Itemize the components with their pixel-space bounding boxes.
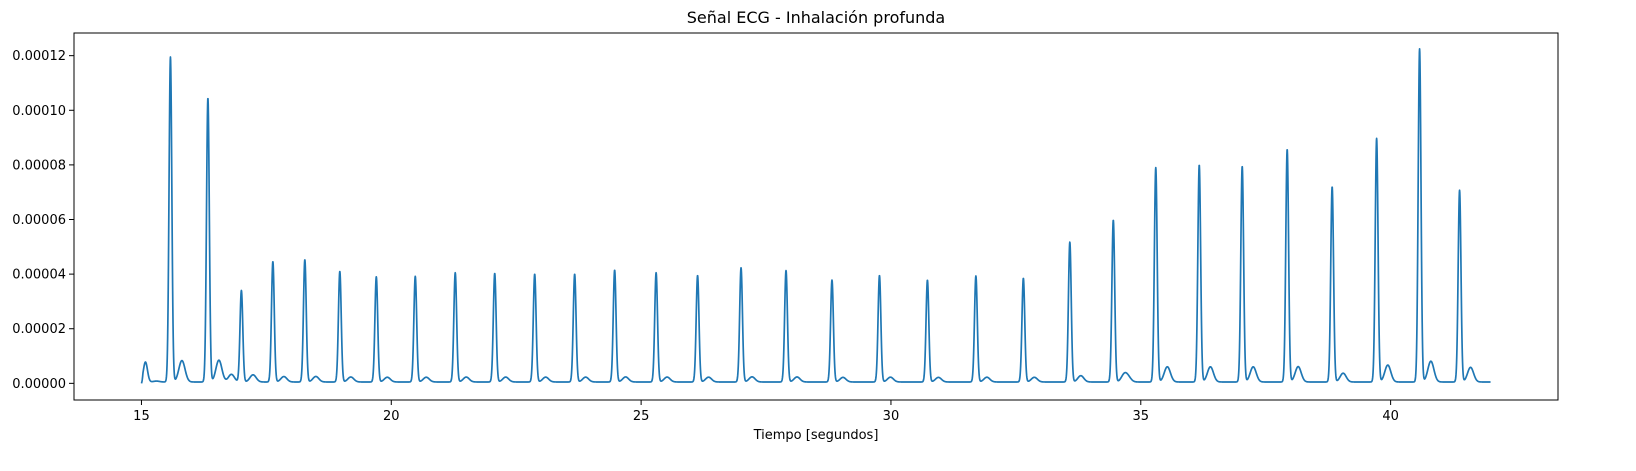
y-tick-label: 0.00006 xyxy=(12,213,66,228)
ecg-series-line xyxy=(140,47,1492,384)
plot-frame xyxy=(73,32,1559,401)
x-tick-label: 25 xyxy=(633,409,650,424)
x-axis: 15 20 25 30 35 40 xyxy=(133,400,1399,424)
x-axis-label: Tiempo [segundos] xyxy=(753,428,879,443)
y-tick-label: 0.00004 xyxy=(12,268,66,283)
y-tick-label: 0.00008 xyxy=(12,158,66,173)
chart-title: Señal ECG - Inhalación profunda xyxy=(687,8,945,27)
y-tick-label: 0.00012 xyxy=(12,49,66,64)
y-tick-label: 0.00002 xyxy=(12,322,66,337)
x-tick-label: 15 xyxy=(133,409,150,424)
x-tick-label: 20 xyxy=(383,409,400,424)
x-tick-label: 40 xyxy=(1382,409,1399,424)
y-axis: 0.00000 0.00002 0.00004 0.00006 0.00008 0.000… xyxy=(12,49,74,392)
y-tick-label: 0.00010 xyxy=(12,104,66,119)
plot-area xyxy=(140,47,1492,384)
x-tick-label: 30 xyxy=(883,409,900,424)
y-tick-label: 0.00000 xyxy=(12,377,66,392)
x-tick-label: 35 xyxy=(1133,409,1150,424)
